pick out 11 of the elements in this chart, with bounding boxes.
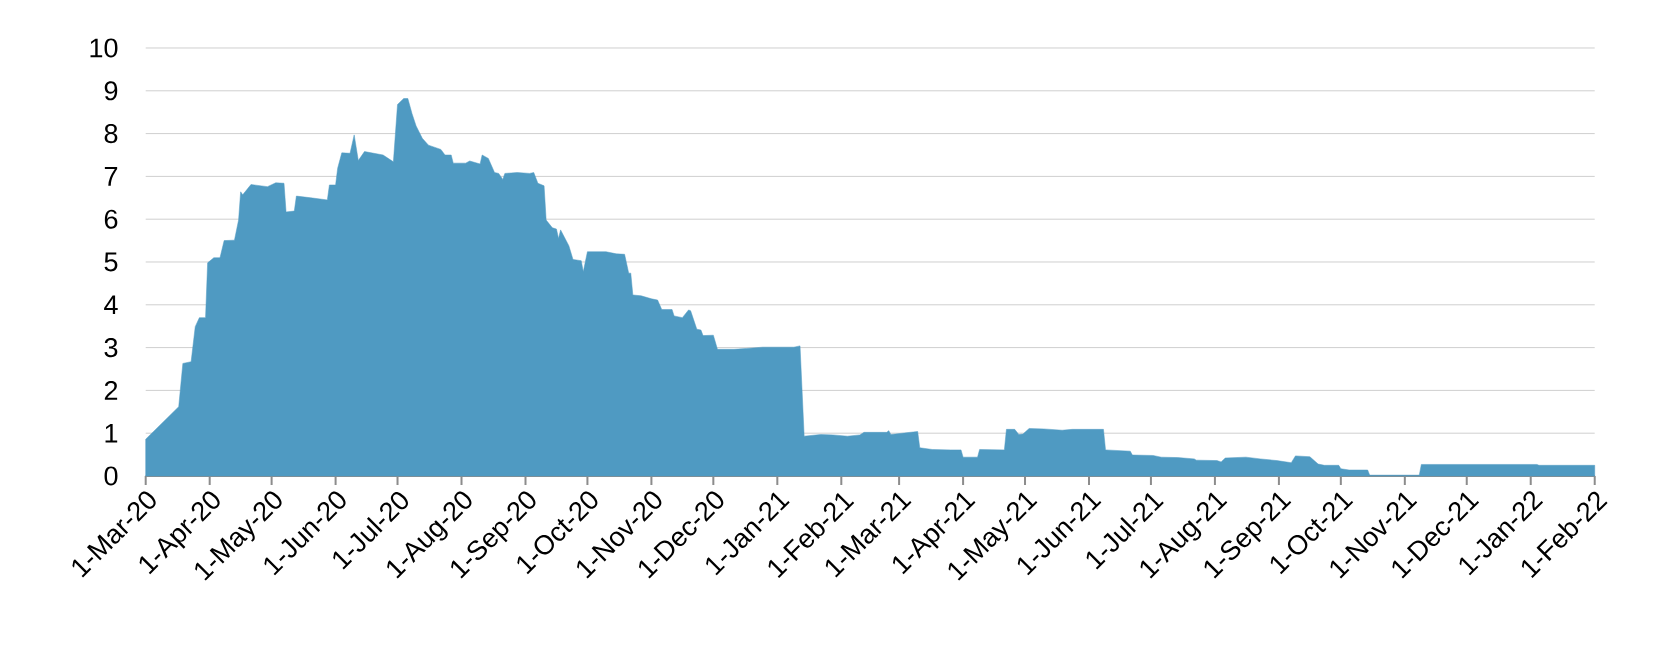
y-tick-label: 10	[90, 38, 118, 58]
y-tick-label: 6	[104, 209, 118, 229]
y-tick-label: 9	[104, 81, 118, 101]
y-tick-label: 4	[104, 295, 118, 315]
y-tick-label: 8	[104, 124, 118, 144]
y-tick-label: 5	[104, 252, 118, 272]
y-tick-label: 0	[104, 466, 118, 486]
y-tick-label: 2	[104, 380, 118, 400]
y-tick-label: 3	[104, 338, 118, 358]
y-tick-label: 7	[104, 167, 118, 186]
y-tick-label: 1	[105, 423, 118, 443]
